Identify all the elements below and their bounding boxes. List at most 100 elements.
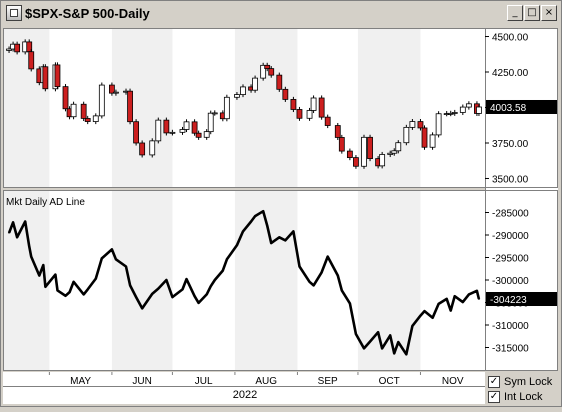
ad-point (94, 277, 97, 280)
price-candle (28, 49, 35, 72)
month-label: OCT (379, 376, 400, 387)
ad-point (44, 285, 47, 288)
ad-point (16, 236, 19, 239)
price-candle (70, 101, 77, 120)
price-candle (133, 119, 140, 146)
price-candle (465, 101, 472, 110)
candle-body (451, 112, 458, 114)
candle-body (203, 131, 210, 138)
ad-point (28, 245, 31, 248)
price-candle (361, 134, 367, 169)
ad-point (54, 273, 57, 276)
candle-body (113, 91, 119, 94)
close-button[interactable]: × (541, 5, 557, 21)
price-candle (127, 88, 133, 125)
ad-point (100, 257, 103, 260)
ad-point (38, 274, 41, 277)
price-candle (14, 41, 21, 55)
ad-point (336, 274, 339, 277)
int-lock-checkbox[interactable]: ✓ (488, 391, 500, 403)
price-tick-label: 3750.00 (492, 139, 529, 150)
month-label: JUN (132, 376, 151, 387)
price-candle (240, 84, 246, 98)
price-candle (113, 89, 119, 96)
ad-point (115, 258, 117, 261)
candle-body (98, 84, 105, 117)
ad-point (24, 220, 27, 223)
ad-point (431, 316, 434, 319)
ad-point (308, 280, 311, 283)
candle-body (367, 136, 373, 160)
title-bar[interactable]: $SPX-S&P 500-Daily _ □ × (3, 3, 559, 23)
price-candle (417, 118, 424, 131)
ad-tick-label: -310000 (492, 321, 529, 332)
candle-body (264, 64, 271, 70)
price-candle (191, 119, 198, 136)
candle-body (260, 64, 267, 79)
month-band (111, 190, 173, 370)
ad-point (213, 279, 216, 281)
candle-body (14, 43, 21, 53)
price-candle (476, 104, 482, 117)
price-candle (84, 115, 91, 125)
ad-point (236, 244, 238, 247)
candle-body (395, 142, 402, 152)
sym-lock-checkbox[interactable]: ✓ (488, 376, 500, 388)
price-candle (391, 148, 398, 156)
ad-point (68, 291, 71, 294)
ad-last-value-box (486, 292, 557, 307)
ad-tick-label: -285000 (492, 209, 529, 220)
ad-point (262, 210, 265, 213)
candle-body (409, 121, 416, 128)
candle-body (353, 157, 359, 167)
x-axis-bg (3, 372, 485, 386)
year-band-bg (3, 386, 485, 404)
price-candle (183, 119, 190, 133)
ad-point (185, 278, 188, 280)
candle-body (387, 152, 394, 155)
window-icon[interactable] (6, 5, 22, 21)
ad-point (397, 341, 400, 343)
ad-point (12, 221, 14, 224)
price-candle (379, 151, 386, 169)
price-candle (334, 122, 341, 141)
price-candle (324, 114, 331, 129)
candle-body (240, 86, 246, 95)
sym-lock-label: Sym Lock (504, 376, 553, 388)
ad-point (270, 242, 273, 245)
candle-body (109, 84, 115, 94)
ad-point (355, 333, 357, 335)
ad-tick-label: -295000 (492, 254, 529, 265)
price-candle (109, 82, 115, 96)
ad-point (157, 287, 160, 290)
candle-body (459, 106, 466, 113)
price-candle (395, 140, 402, 154)
candle-body (84, 118, 91, 122)
ad-point (369, 340, 371, 343)
ad-point (64, 294, 67, 297)
month-band (357, 28, 421, 187)
candle-body (290, 99, 297, 110)
maximize-button[interactable]: □ (524, 5, 540, 21)
price-candle (223, 94, 230, 122)
candle-body (476, 106, 482, 114)
ad-point (197, 302, 200, 304)
candle-body (465, 103, 472, 108)
price-candle (80, 101, 87, 121)
price-tick-label: 4250.00 (492, 68, 529, 79)
price-candle (139, 140, 146, 158)
ad-point (312, 284, 315, 287)
minimize-button[interactable]: _ (507, 5, 523, 21)
price-candle (54, 62, 61, 90)
price-candle (296, 106, 303, 121)
candle-body (429, 134, 436, 148)
ad-point (467, 293, 470, 296)
candle-body (195, 132, 202, 138)
ad-point (8, 231, 10, 234)
candle-body (391, 150, 398, 154)
candle-body (318, 97, 325, 118)
candle-body (207, 112, 214, 133)
candle-body (296, 109, 303, 119)
ad-point (320, 271, 323, 274)
